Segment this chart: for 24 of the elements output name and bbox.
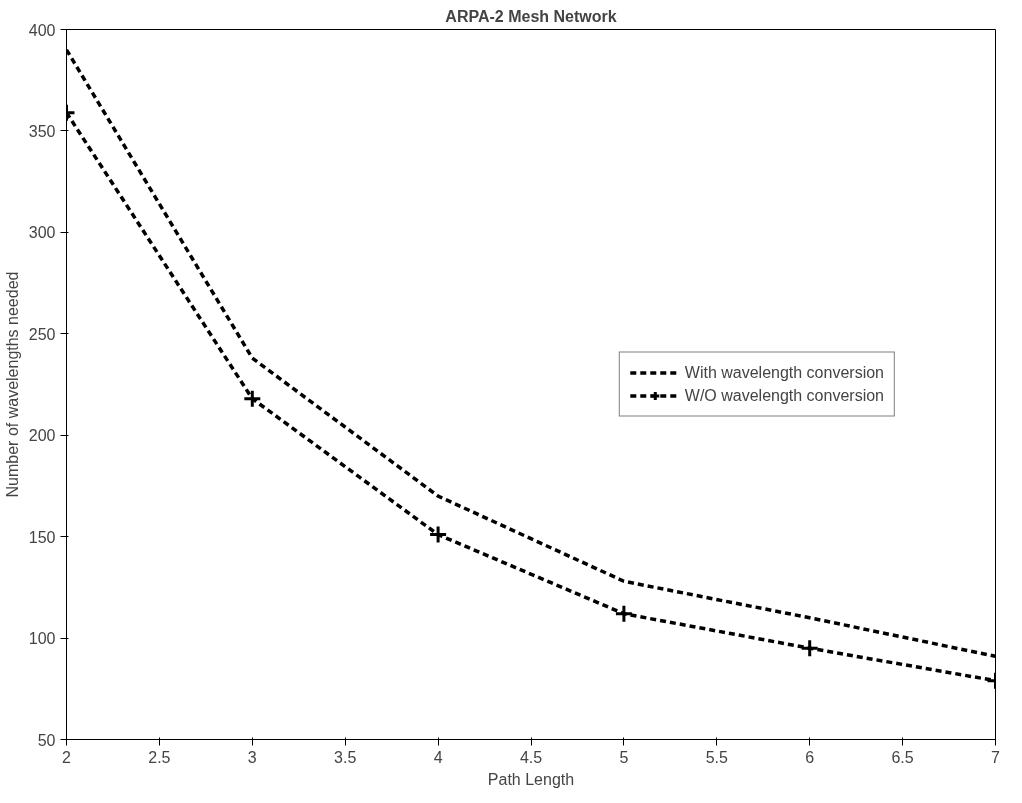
y-tick-label: 100 <box>28 630 56 648</box>
y-axis-title: Number of wavelengths needed <box>3 271 21 498</box>
x-tick-label: 6.5 <box>891 748 914 766</box>
x-tick-label: 2 <box>62 748 72 766</box>
x-tick-label: 3 <box>247 748 257 766</box>
legend-label: W/O wavelength conversion <box>684 386 884 405</box>
y-tick-label: 250 <box>28 325 56 343</box>
y-tick-label: 400 <box>28 21 56 39</box>
y-tick-label: 300 <box>28 224 56 242</box>
x-tick-label: 4 <box>433 748 443 766</box>
x-tick-label: 3.5 <box>334 748 357 766</box>
x-tick-label: 5 <box>619 748 629 766</box>
y-tick-label: 150 <box>28 528 56 546</box>
y-tick-label: 350 <box>28 122 56 140</box>
chart-title: ARPA-2 Mesh Network <box>445 7 617 25</box>
y-tick-label: 50 <box>37 731 56 749</box>
x-tick-label: 5.5 <box>705 748 729 766</box>
x-tick-label: 2.5 <box>148 748 171 766</box>
legend-label: With wavelength conversion <box>684 363 884 382</box>
x-tick-label: 4.5 <box>519 748 543 766</box>
x-axis-title: Path Length <box>487 770 575 788</box>
y-tick-label: 200 <box>28 427 56 445</box>
x-tick-label: 6 <box>805 748 815 766</box>
x-tick-label: 7 <box>991 748 1001 766</box>
